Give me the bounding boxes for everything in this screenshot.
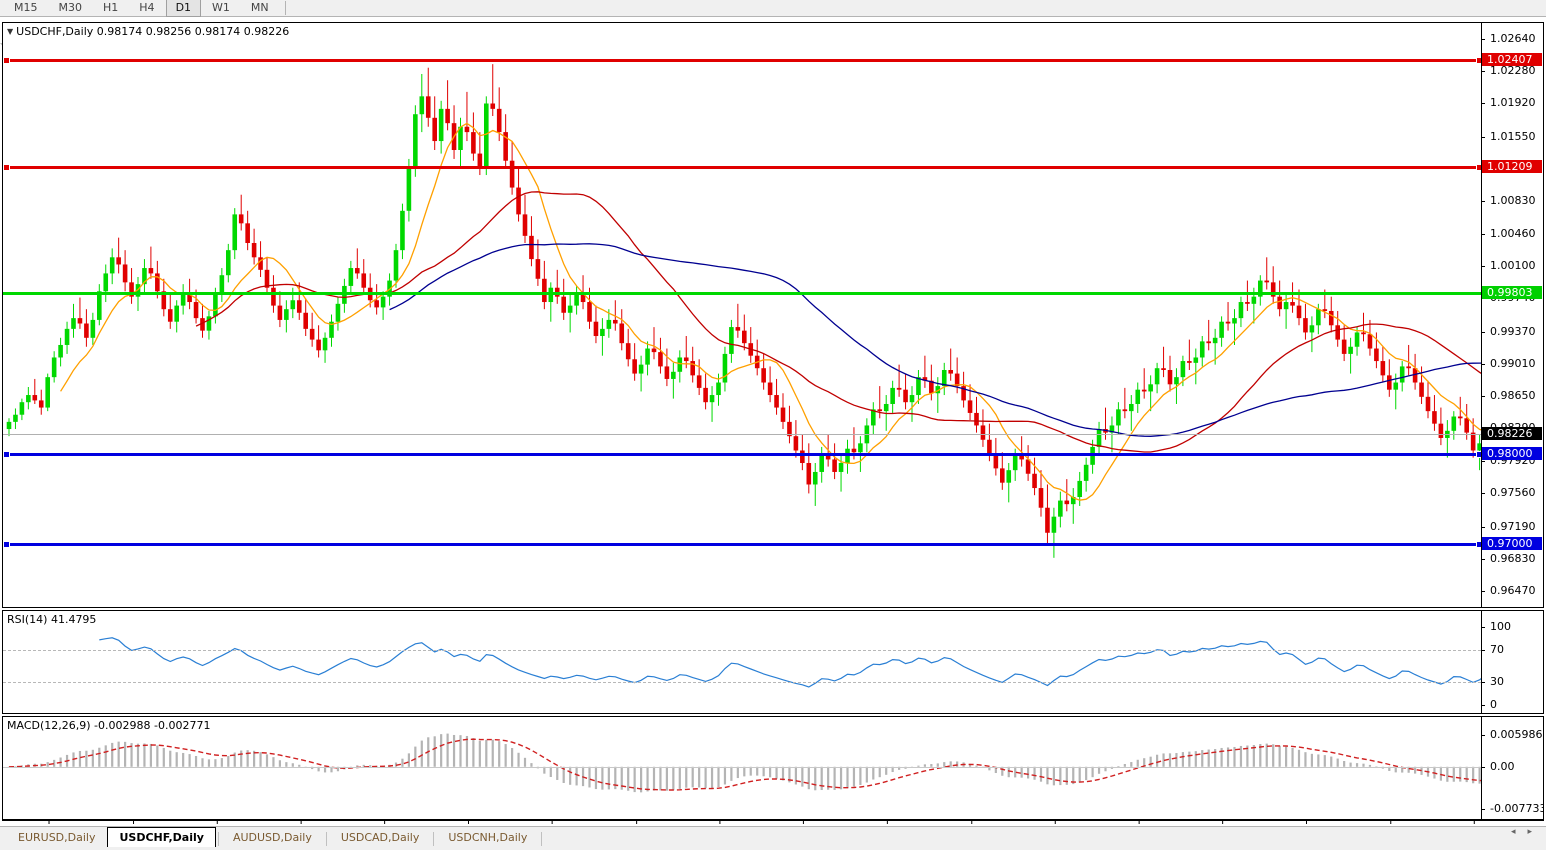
level-handle-support[interactable]	[3, 540, 10, 548]
rsi-panel[interactable]: 100 70 30 0 RSI(14) 41.4795	[2, 610, 1544, 714]
rsi-level-30	[3, 681, 1481, 683]
macd-plot[interactable]	[3, 717, 1481, 819]
level-handle-support[interactable]	[1476, 540, 1481, 548]
macd-tick: -0.007733	[1481, 803, 1543, 815]
timeframe-h4[interactable]: H4	[139, 1, 155, 14]
chart-tab-usdchf[interactable]: USDCHF,Daily	[107, 827, 216, 847]
macd-series	[7, 733, 1481, 793]
macd-zero-line	[3, 766, 1481, 768]
price-tick: 1.01920	[1481, 97, 1543, 109]
rsi-scale: 100 70 30 0	[1481, 611, 1543, 713]
chart-tab-bar[interactable]: EURUSD,Daily USDCHF,Daily AUDUSD,Daily USDC…	[0, 826, 1546, 850]
level-line-support[interactable]	[3, 542, 1481, 546]
level-handle-resistance[interactable]	[1476, 164, 1481, 172]
price-label-0.97000[interactable]: 0.97000	[1482, 536, 1542, 550]
price-tick: 0.98650	[1481, 389, 1543, 402]
price-label-1.01209[interactable]: 1.01209	[1482, 160, 1542, 174]
price-tick: 1.02640	[1481, 33, 1543, 45]
timeframe-mn[interactable]: MN	[250, 1, 269, 14]
collapse-caret-icon[interactable]: ▼	[7, 27, 14, 36]
price-label-0.98226[interactable]: 0.98226	[1482, 426, 1542, 440]
scroll-left-icon[interactable]: ◂	[1510, 827, 1516, 837]
timeframe-h1[interactable]: H1	[103, 1, 119, 14]
price-panel[interactable]: 1.02640 1.02280 1.01920 1.01550 1.00830 1.004…	[2, 22, 1544, 608]
macd-tick: 0.00	[1481, 760, 1543, 773]
price-tick: 1.00100	[1481, 260, 1543, 272]
macd-panel[interactable]: 0.005986 0.00 -0.007733 MACD(12,26,9) -0.0…	[2, 716, 1544, 820]
price-plot[interactable]	[3, 23, 1481, 607]
timeframe-m15[interactable]: M15	[14, 1, 38, 14]
axis-line	[2, 820, 1544, 821]
tab-divider	[325, 832, 327, 846]
timeframe-m30[interactable]: M30	[58, 1, 83, 14]
tab-scroll-controls[interactable]: ◂ ▸	[1511, 827, 1546, 837]
level-handle-resistance[interactable]	[3, 164, 10, 172]
price-tick: 1.01550	[1481, 130, 1543, 143]
timeframe-toolbar: M15 M30 H1 H4 D1 W1 MN	[0, 0, 1546, 17]
rsi-tick: 0	[1481, 699, 1543, 711]
price-tick: 1.00460	[1481, 228, 1543, 240]
timeframe-w1[interactable]: W1	[212, 1, 230, 14]
price-panel-header: ▼ USDCHF,Daily 0.98174 0.98256 0.98174 0.…	[7, 25, 289, 38]
price-tick: 1.02280	[1481, 65, 1543, 77]
chart-area[interactable]: 1.02640 1.02280 1.01920 1.01550 1.00830 1.004…	[0, 17, 1546, 837]
price-tick: 0.97560	[1481, 487, 1543, 499]
level-handle-resistance[interactable]	[3, 56, 10, 64]
level-line-last-price[interactable]	[3, 433, 1481, 435]
price-tick: 0.99010	[1481, 357, 1543, 370]
rsi-tick: 70	[1481, 644, 1543, 656]
chart-tab-usdcnh[interactable]: USDCNH,Daily	[448, 831, 528, 844]
tab-divider	[433, 832, 435, 846]
macd-tick: 0.005986	[1481, 729, 1543, 741]
price-label-1.02407[interactable]: 1.02407	[1482, 52, 1542, 66]
rsi-level-70	[3, 650, 1481, 652]
level-handle-support[interactable]	[1476, 451, 1481, 459]
level-line-resistance[interactable]	[3, 166, 1481, 170]
price-tick: 0.96470	[1481, 584, 1543, 597]
price-scale[interactable]: 1.02640 1.02280 1.01920 1.01550 1.00830 1.004…	[1481, 23, 1543, 607]
macd-scale: 0.005986 0.00 -0.007733	[1481, 717, 1543, 819]
macd-panel-header: MACD(12,26,9) -0.002988 -0.002771	[7, 719, 211, 732]
timeframe-d1[interactable]: D1	[165, 0, 202, 17]
price-header-text: USDCHF,Daily 0.98174 0.98256 0.98174 0.9…	[16, 25, 290, 38]
rsi-series	[99, 637, 1481, 688]
rsi-tick: 100	[1481, 621, 1543, 633]
scroll-right-icon[interactable]: ▸	[1527, 827, 1532, 837]
tab-divider	[217, 832, 219, 846]
chart-tab-audusd[interactable]: AUDUSD,Daily	[232, 831, 312, 844]
price-tick: 0.97190	[1481, 520, 1543, 533]
price-tick: 1.00830	[1481, 194, 1543, 207]
level-line-resistance[interactable]	[3, 58, 1481, 62]
chart-tab-eurusd[interactable]: EURUSD,Daily	[18, 831, 96, 844]
candlestick-series	[6, 64, 1481, 558]
tab-divider	[541, 832, 543, 846]
rsi-tick: 30	[1481, 675, 1543, 688]
price-tick: 0.96830	[1481, 552, 1543, 565]
price-label-0.98000[interactable]: 0.98000	[1482, 447, 1542, 461]
chart-tab-usdcad[interactable]: USDCAD,Daily	[340, 831, 420, 844]
toolbar-divider	[284, 1, 286, 15]
level-handle-support[interactable]	[3, 451, 10, 459]
price-tick: 0.99370	[1481, 325, 1543, 338]
level-line-pivot[interactable]	[3, 291, 1481, 295]
rsi-plot[interactable]	[3, 611, 1481, 713]
level-line-support[interactable]	[3, 453, 1481, 457]
rsi-panel-header: RSI(14) 41.4795	[7, 613, 97, 626]
price-label-0.99803[interactable]: 0.99803	[1482, 285, 1542, 299]
level-handle-resistance[interactable]	[1476, 56, 1481, 64]
